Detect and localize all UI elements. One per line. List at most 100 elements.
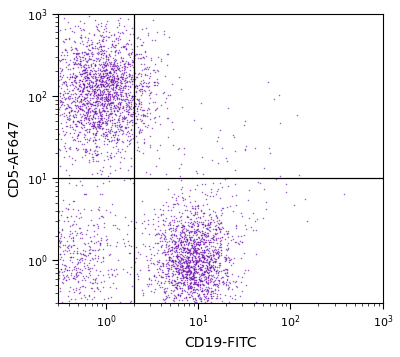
Point xyxy=(216,260,222,266)
Point xyxy=(181,267,187,273)
Point xyxy=(188,270,194,276)
Point xyxy=(115,82,122,87)
Point xyxy=(184,267,191,273)
Point xyxy=(84,112,90,117)
Point xyxy=(113,89,120,95)
Point xyxy=(91,90,98,95)
Point xyxy=(120,67,127,73)
Point xyxy=(71,115,77,120)
Point xyxy=(108,108,114,114)
Point xyxy=(87,71,93,77)
Point xyxy=(182,273,189,279)
Point xyxy=(174,223,180,229)
Point xyxy=(110,106,117,111)
Point xyxy=(111,129,118,135)
Point xyxy=(104,236,110,242)
Point xyxy=(77,54,83,60)
Point xyxy=(124,117,130,123)
Point xyxy=(132,225,138,231)
Point xyxy=(104,115,111,120)
Point xyxy=(98,259,104,265)
Point xyxy=(98,116,104,122)
Point xyxy=(134,111,141,117)
Point xyxy=(78,107,85,113)
Point xyxy=(111,60,117,65)
Point xyxy=(124,137,130,142)
Point xyxy=(180,273,186,278)
Point xyxy=(60,56,66,62)
Point xyxy=(198,270,205,276)
Point xyxy=(132,88,139,94)
Point xyxy=(143,124,150,130)
Point xyxy=(93,275,100,281)
Point xyxy=(103,130,109,135)
Point xyxy=(112,89,118,95)
Point xyxy=(117,71,124,77)
Point xyxy=(60,154,67,160)
Point xyxy=(157,206,164,212)
Point xyxy=(224,240,231,245)
Point xyxy=(210,238,216,244)
Point xyxy=(88,123,94,129)
Point xyxy=(90,94,97,99)
Point xyxy=(136,129,142,135)
Point xyxy=(62,145,68,151)
Point xyxy=(191,218,198,224)
Point xyxy=(138,86,144,92)
Point xyxy=(68,47,74,53)
Point xyxy=(193,277,200,282)
Point xyxy=(102,23,108,29)
Point xyxy=(130,58,136,64)
Point xyxy=(195,228,202,234)
Point xyxy=(212,268,219,273)
Point xyxy=(195,263,202,269)
Point xyxy=(69,234,76,240)
Point xyxy=(132,120,138,126)
Point xyxy=(146,276,152,282)
Point xyxy=(112,67,118,73)
Point xyxy=(98,45,104,50)
Point xyxy=(82,248,88,253)
Point xyxy=(87,109,94,115)
Point xyxy=(102,67,108,73)
Point xyxy=(107,78,114,84)
Point xyxy=(208,220,215,225)
Point xyxy=(192,274,198,280)
Point xyxy=(133,89,140,95)
Point xyxy=(160,286,167,292)
Point xyxy=(204,266,210,271)
Point xyxy=(182,245,188,251)
Point xyxy=(192,232,199,238)
Point xyxy=(214,264,220,270)
Point xyxy=(206,285,212,291)
Point xyxy=(202,256,209,261)
Point xyxy=(77,71,83,76)
Point xyxy=(61,79,68,85)
Point xyxy=(185,263,191,269)
Point xyxy=(103,96,109,102)
Point xyxy=(67,146,73,152)
Point xyxy=(96,32,103,38)
Point xyxy=(118,124,124,130)
Point xyxy=(70,112,76,117)
Point xyxy=(172,232,179,237)
Point xyxy=(124,109,130,114)
Point xyxy=(61,234,67,240)
Point xyxy=(180,260,187,266)
Point xyxy=(140,77,146,83)
Point xyxy=(114,94,120,100)
Point xyxy=(183,268,190,274)
Point xyxy=(200,225,206,230)
Point xyxy=(187,228,193,234)
Point xyxy=(89,95,95,101)
Point xyxy=(117,75,124,80)
Point xyxy=(191,261,197,267)
Point xyxy=(87,272,93,278)
Point xyxy=(184,261,190,267)
Point xyxy=(177,293,183,299)
Point xyxy=(129,117,135,123)
Point xyxy=(111,69,117,75)
Point xyxy=(80,146,86,152)
Point xyxy=(104,98,110,104)
Point xyxy=(93,301,100,306)
